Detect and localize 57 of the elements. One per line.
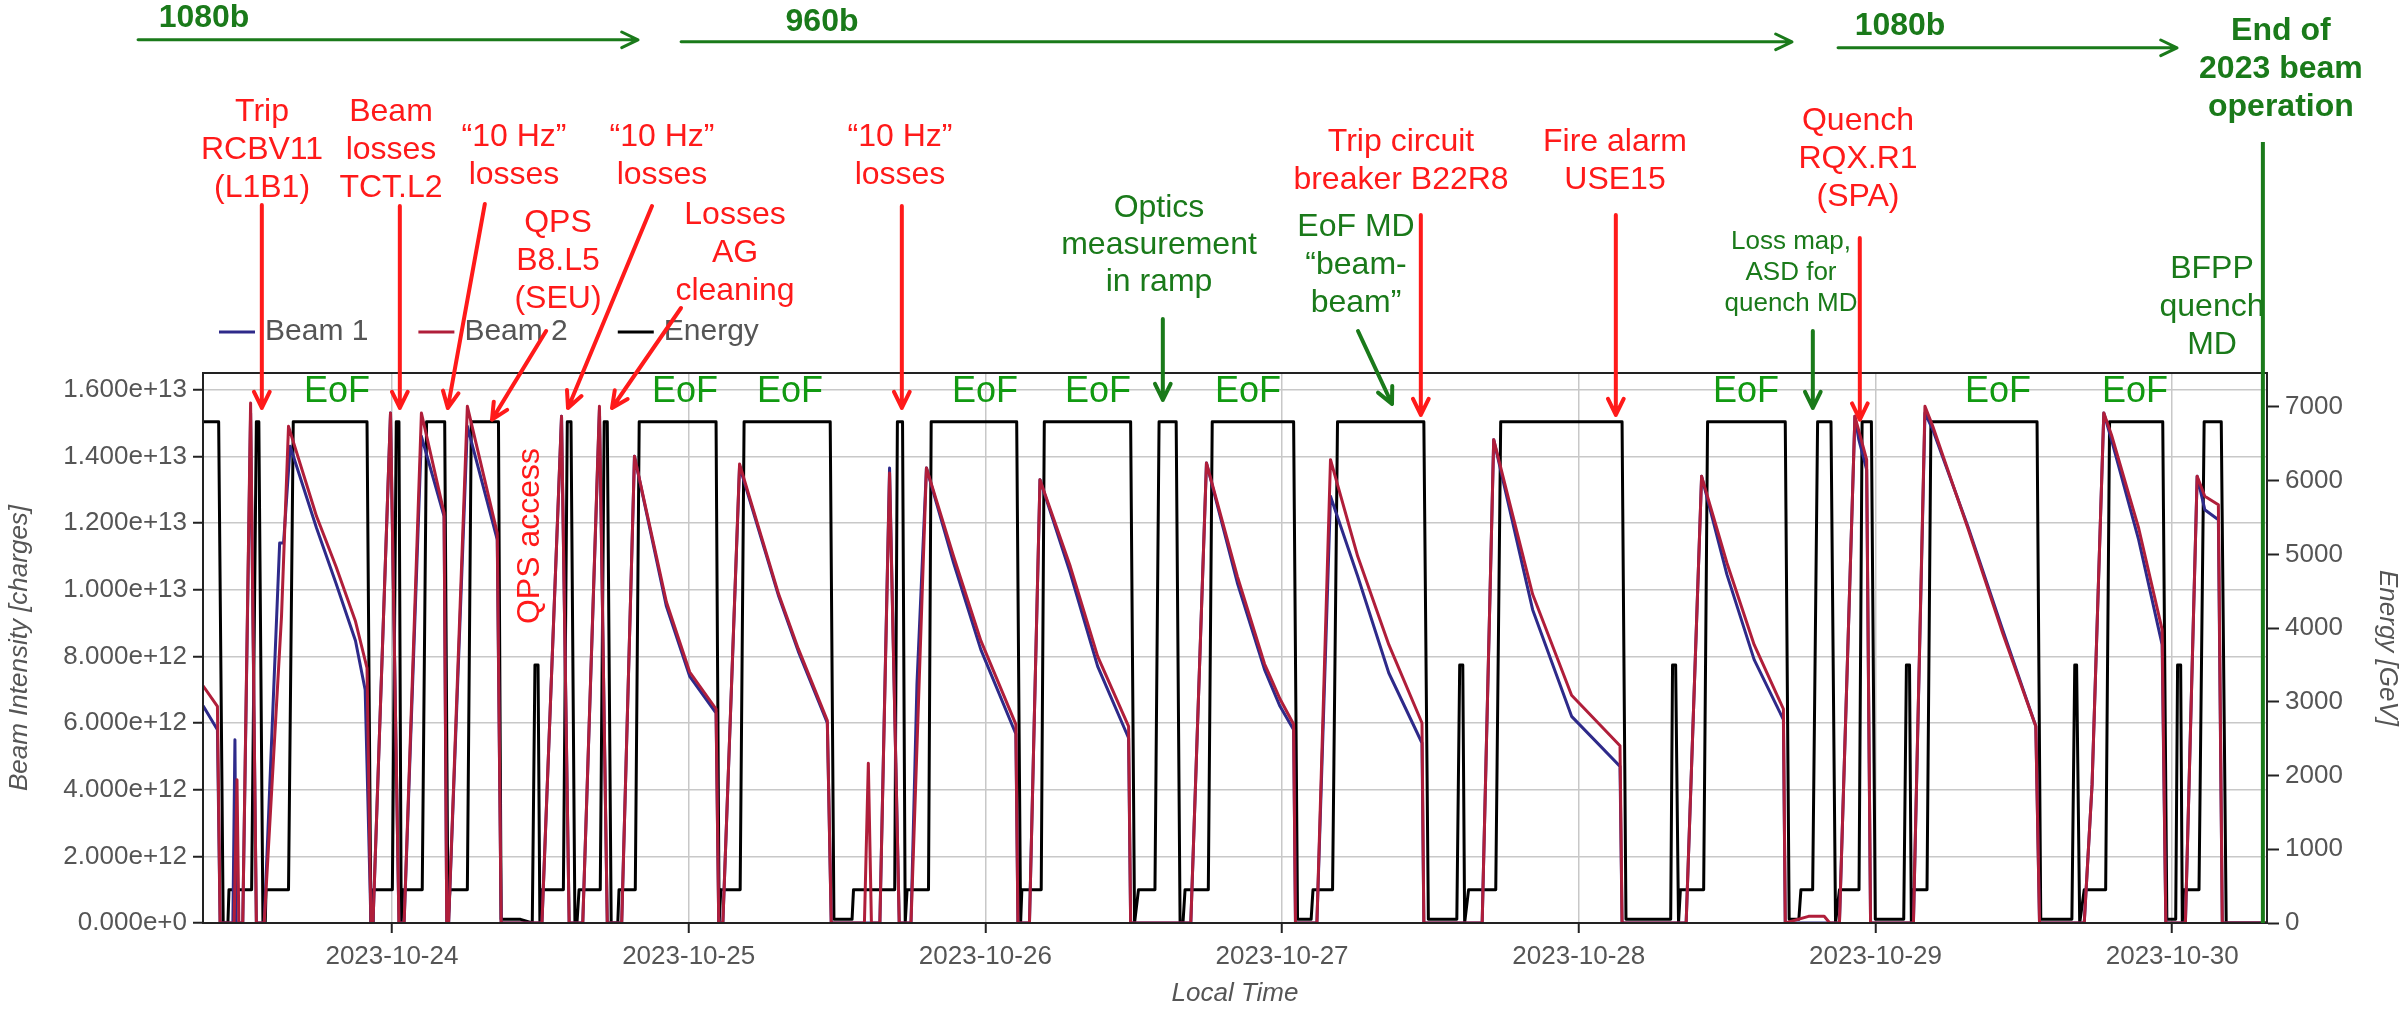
- text: 960b: [785, 1, 859, 38]
- y2-tick-label: 6000: [2285, 463, 2343, 494]
- y-tick-label: 1.400e+13: [63, 439, 187, 470]
- y-tick-label: 1.600e+13: [63, 372, 187, 403]
- y-tick-label: 4.000e+12: [63, 772, 187, 803]
- text: Trip RCBV11 (L1B1): [200, 91, 324, 204]
- x-tick-label: 2023-10-30: [2105, 939, 2239, 970]
- y-tick-label: 1.200e+13: [63, 506, 187, 537]
- x-tick-label: 2023-10-25: [622, 939, 756, 970]
- y-axis-title: Beam Intensity [charges]: [2, 504, 33, 792]
- y2-tick-label: 3000: [2285, 684, 2343, 715]
- y2-tick-label: 1000: [2285, 832, 2343, 863]
- annotation: EoF: [756, 368, 824, 410]
- text: Losses AG cleaning: [675, 194, 795, 307]
- text: Fire alarm USE15: [1542, 121, 1688, 196]
- text: Beam losses TCT.L2: [339, 91, 443, 204]
- y-tick-label: 2.000e+12: [63, 839, 187, 870]
- annotation: QPS B8.L5 (SEU): [514, 202, 602, 315]
- text: “10 Hz” losses: [609, 116, 715, 191]
- text: “10 Hz” losses: [461, 116, 567, 191]
- x-axis-title: Local Time: [1171, 976, 1299, 1007]
- annotation: QPS access: [509, 447, 546, 625]
- x-tick-label: 2023-10-29: [1809, 939, 1943, 970]
- annotation: EoF: [1964, 368, 2032, 410]
- y2-tick-label: 2000: [2285, 758, 2343, 789]
- text: EoF MD “beam- beam”: [1297, 206, 1415, 319]
- y2-tick-label: 4000: [2285, 611, 2343, 642]
- y2-tick-label: 7000: [2285, 390, 2343, 421]
- y-tick-label: 0.000e+0: [77, 906, 187, 937]
- x-tick-label: 2023-10-27: [1215, 939, 1349, 970]
- text: Loss map, ASD for quench MD: [1724, 225, 1858, 318]
- x-tick-label: 2023-10-28: [1512, 939, 1646, 970]
- text: “10 Hz” losses: [847, 116, 953, 191]
- annotation: EoF: [2101, 368, 2169, 410]
- annotation: EoF: [1064, 368, 1132, 410]
- legend-label: Energy: [663, 313, 759, 347]
- text: Trip circuit breaker B22R8: [1293, 121, 1509, 196]
- annotation: EoF: [651, 368, 719, 410]
- y2-tick-label: 0: [2285, 906, 2300, 937]
- y-tick-label: 8.000e+12: [63, 639, 187, 670]
- annotation: Quench RQX.R1 (SPA): [1798, 100, 1918, 213]
- annotation: EoF: [1214, 368, 1282, 410]
- legend-label: Beam 1: [265, 313, 369, 347]
- y2-tick-label: 5000: [2285, 537, 2343, 568]
- ref-line-label: End of 2023 beam operation: [2199, 10, 2363, 123]
- annotation: EoF: [303, 368, 371, 410]
- text: 1080b: [158, 0, 250, 34]
- text: Optics measurement in ramp: [1061, 187, 1257, 298]
- y2-axis-title: Energy [GeV]: [2374, 569, 2405, 727]
- annotation: EoF: [1712, 368, 1780, 410]
- x-tick-label: 2023-10-24: [325, 939, 459, 970]
- y-tick-label: 6.000e+12: [63, 706, 187, 737]
- annotation: EoF: [951, 368, 1019, 410]
- x-tick-label: 2023-10-26: [918, 939, 1052, 970]
- y-tick-label: 1.000e+13: [63, 572, 187, 603]
- text: 1080b: [1854, 5, 1946, 42]
- text: BFPP quench MD: [2159, 248, 2265, 361]
